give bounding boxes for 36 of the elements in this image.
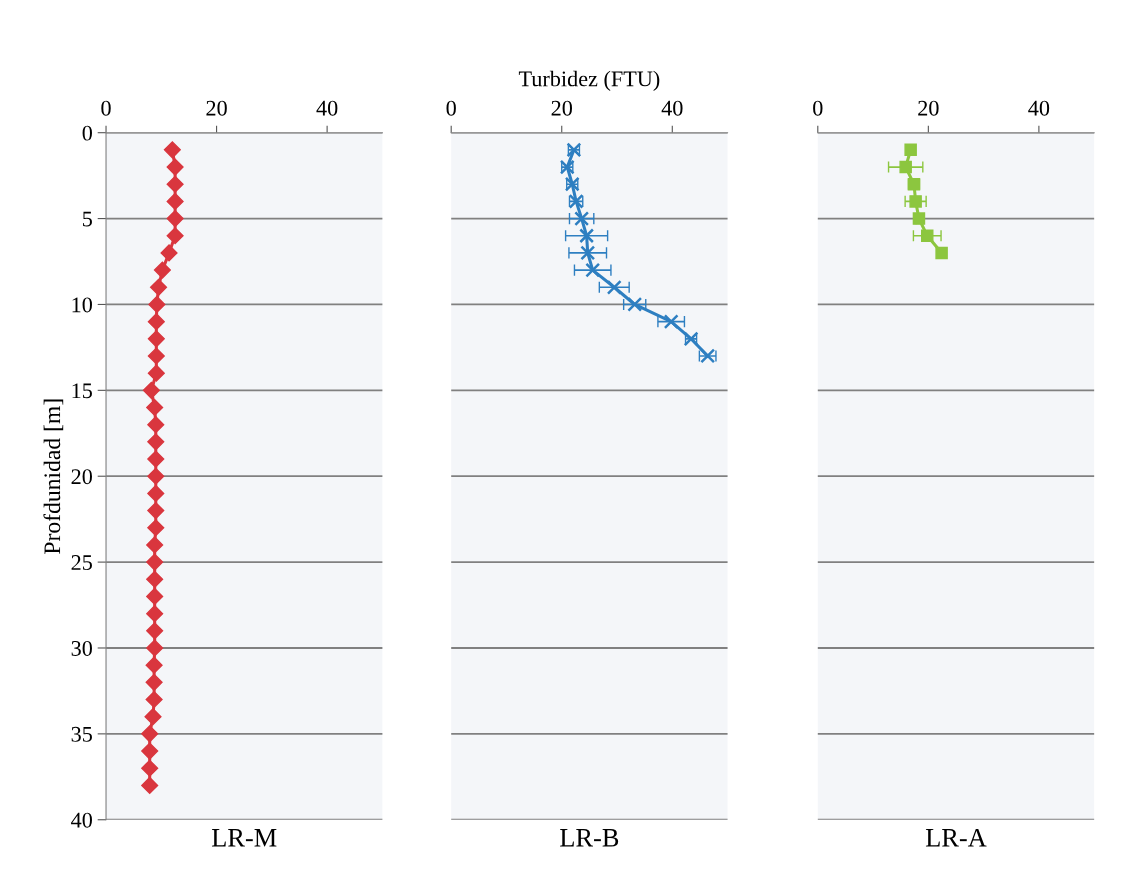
point bbox=[899, 160, 912, 174]
point bbox=[909, 195, 922, 208]
x-tick-label: 20 bbox=[551, 100, 573, 116]
point bbox=[912, 212, 926, 225]
x-tick-label: 0 bbox=[101, 100, 111, 116]
y-tick-label: 10 bbox=[72, 297, 92, 313]
point bbox=[627, 296, 643, 312]
point bbox=[606, 279, 622, 295]
x-axis-title: LR-A bbox=[925, 828, 987, 847]
y-tick-label: 20 bbox=[71, 469, 92, 485]
point bbox=[580, 245, 596, 261]
point bbox=[920, 229, 934, 243]
x-tick-label: 0 bbox=[813, 100, 823, 116]
point bbox=[579, 228, 595, 244]
y-tick-label: 5 bbox=[83, 211, 92, 227]
y-tick-label: 30 bbox=[71, 640, 92, 656]
point bbox=[935, 246, 948, 260]
y-tick-label: 40 bbox=[71, 812, 92, 828]
x-tick-label: 20 bbox=[206, 100, 227, 116]
y-axis-title: Profdunidad [m] bbox=[43, 399, 64, 554]
x-tick-label: 40 bbox=[1028, 100, 1050, 116]
y-tick-label: 25 bbox=[71, 555, 92, 571]
y-tick-label: 15 bbox=[72, 383, 92, 399]
point bbox=[585, 262, 601, 278]
x-tick-label: 40 bbox=[316, 100, 338, 116]
x-axis-title: LR-M bbox=[211, 829, 277, 847]
point bbox=[574, 211, 590, 227]
y-tick-label: 35 bbox=[71, 726, 92, 742]
x-tick-label: 20 bbox=[918, 100, 939, 116]
y-tick-label: 0 bbox=[82, 125, 92, 141]
x-tick-label: 40 bbox=[661, 100, 683, 116]
point bbox=[663, 314, 679, 330]
point bbox=[904, 143, 917, 157]
x-axis-title: LR-B bbox=[560, 829, 619, 847]
chart-title: Turbidez (FTU) bbox=[518, 70, 660, 91]
x-tick-label: 0 bbox=[446, 100, 456, 116]
